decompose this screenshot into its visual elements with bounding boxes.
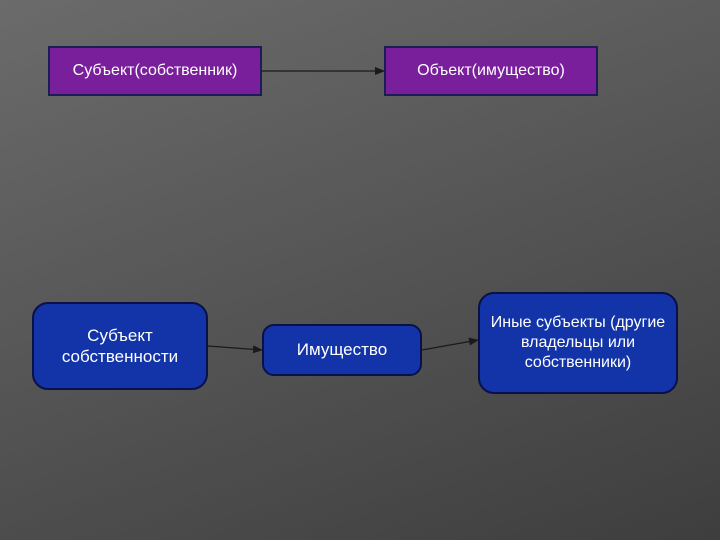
node-n4: Имущество — [262, 324, 422, 376]
node-label: Имущество — [297, 339, 387, 360]
node-n2: Объект(имущество) — [384, 46, 598, 96]
node-n5: Иные субъекты (другие владельцы или собс… — [478, 292, 678, 394]
node-n1: Субъект(собственник) — [48, 46, 262, 96]
node-label: Субъект(собственник) — [73, 61, 238, 81]
node-label: Объект(имущество) — [417, 61, 565, 81]
node-label: Субъект собственности — [42, 325, 198, 368]
node-n3: Субъект собственности — [32, 302, 208, 390]
diagram-canvas: Субъект(собственник) Объект(имущество) Суб… — [0, 0, 720, 540]
edge-e2 — [208, 346, 262, 350]
node-label: Иные субъекты (другие владельцы или собс… — [488, 313, 668, 373]
edge-e3 — [422, 340, 478, 350]
